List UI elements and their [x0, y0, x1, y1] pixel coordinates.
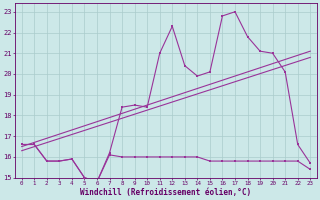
X-axis label: Windchill (Refroidissement éolien,°C): Windchill (Refroidissement éolien,°C) — [80, 188, 252, 197]
